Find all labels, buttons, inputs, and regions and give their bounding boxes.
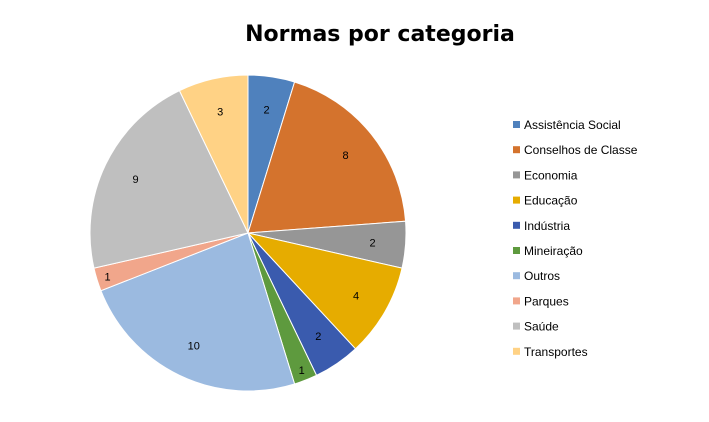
data-label-assistencia-social: 2 <box>264 105 270 117</box>
legend-label-transportes: Transportes <box>524 345 588 359</box>
pie-slice-saude <box>89 89 249 269</box>
pie-slice-transportes <box>178 74 249 234</box>
legend-label-economia: Economia <box>524 168 578 182</box>
legend: Assistência Social Conselhos de Classe Eco… <box>513 118 638 359</box>
legend-label-industria: Indústria <box>524 219 570 233</box>
legend-swatch-educacao <box>513 196 520 204</box>
legend-swatch-economia <box>513 171 520 179</box>
legend-swatch-parques <box>513 297 520 305</box>
data-label-economia: 2 <box>369 237 375 249</box>
legend-swatch-mineiracao <box>513 247 520 254</box>
pie-slice-educacao <box>246 232 403 350</box>
data-label-parques: 1 <box>105 271 111 283</box>
chart-title: Normas por categoria <box>245 22 515 47</box>
legend-swatch-transportes <box>513 347 520 355</box>
data-label-industria: 2 <box>315 331 321 343</box>
legend-label-mineiracao: Mineiração <box>524 244 583 258</box>
legend-label-conselhos-de-classe: Conselhos de Classe <box>524 143 638 157</box>
legend-label-saude: Saúde <box>524 320 559 334</box>
data-label-conselhos-de-classe: 8 <box>343 150 349 162</box>
data-label-educacao: 4 <box>353 290 359 302</box>
data-label-outros: 10 <box>188 341 200 353</box>
legend-label-educacao: Educação <box>524 194 578 208</box>
pie-slice-conselhos-de-classe <box>247 81 407 234</box>
data-label-saude: 9 <box>132 174 138 186</box>
data-label-mineiracao: 1 <box>299 365 305 377</box>
legend-swatch-assistencia-social <box>513 121 520 128</box>
data-label-transportes: 3 <box>217 106 223 118</box>
legend-swatch-outros <box>513 272 520 280</box>
pie-slice-outros <box>100 232 296 392</box>
legend-label-parques: Parques <box>524 294 569 308</box>
legend-swatch-conselhos-de-classe <box>513 146 520 154</box>
legend-label-assistencia-social: Assistência Social <box>524 118 621 132</box>
legend-swatch-saude <box>513 322 520 330</box>
pie-slices <box>89 74 407 392</box>
legend-label-outros: Outros <box>524 269 560 283</box>
legend-swatch-industria <box>513 221 520 229</box>
